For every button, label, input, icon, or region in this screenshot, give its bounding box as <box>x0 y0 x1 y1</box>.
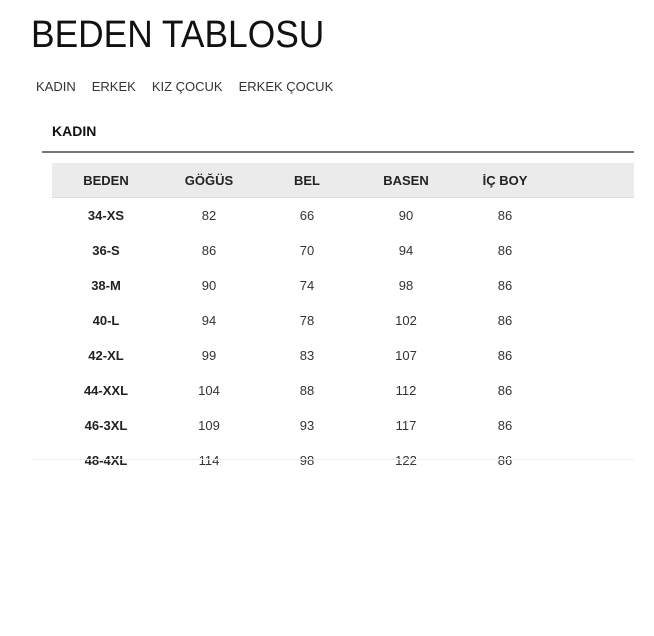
value-cell: 86 <box>497 278 513 293</box>
value-cell: 86 <box>497 453 513 468</box>
header-basen: BASEN <box>356 163 456 198</box>
table-row: 48-4XL 114 98 122 86 <box>52 443 634 478</box>
size-cell: 40-L <box>92 313 120 328</box>
table-row: 36-S 86 70 94 86 <box>52 233 634 268</box>
size-cell: 48-4XL <box>84 453 128 468</box>
tab-kadin[interactable]: KADIN <box>36 79 76 94</box>
value-cell: 90 <box>398 208 414 223</box>
size-table: BEDEN GÖĞÜS BEL BASEN İÇ BOY 34-XS 82 66 90… <box>52 163 634 478</box>
value-cell: 86 <box>497 313 513 328</box>
table-row: 34-XS 82 66 90 86 <box>52 198 634 234</box>
spacer-cell <box>554 303 634 338</box>
spacer-cell <box>554 233 634 268</box>
value-cell: 82 <box>201 208 217 223</box>
category-tabs: KADIN ERKEK KIZ ÇOCUK ERKEK ÇOCUK <box>36 79 333 94</box>
size-cell: 38-M <box>91 278 121 293</box>
value-cell: 102 <box>395 313 417 328</box>
value-cell: 104 <box>198 383 220 398</box>
table-header-row: BEDEN GÖĞÜS BEL BASEN İÇ BOY <box>52 163 634 198</box>
value-cell: 66 <box>299 208 315 223</box>
header-spacer <box>554 163 634 198</box>
spacer-cell <box>554 198 634 234</box>
size-cell: 42-XL <box>88 348 124 363</box>
table-row: 42-XL 99 83 107 86 <box>52 338 634 373</box>
page-title: BEDEN TABLOSU <box>31 14 325 56</box>
value-cell: 98 <box>299 453 315 468</box>
value-cell: 112 <box>395 383 417 398</box>
tab-erkek[interactable]: ERKEK <box>91 79 136 94</box>
spacer-cell <box>554 443 634 478</box>
value-cell: 70 <box>299 243 315 258</box>
value-cell: 83 <box>299 348 315 363</box>
value-cell: 86 <box>497 348 513 363</box>
value-cell: 86 <box>497 418 513 433</box>
value-cell: 122 <box>395 453 417 468</box>
tab-erkek-cocuk[interactable]: ERKEK ÇOCUK <box>238 79 334 94</box>
size-cell: 44-XXL <box>83 383 129 398</box>
value-cell: 93 <box>299 418 315 433</box>
spacer-cell <box>554 408 634 443</box>
value-cell: 86 <box>497 243 513 258</box>
table-row: 44-XXL 104 88 112 86 <box>52 373 634 408</box>
value-cell: 107 <box>395 348 417 363</box>
value-cell: 88 <box>299 383 315 398</box>
table-row: 38-M 90 74 98 86 <box>52 268 634 303</box>
size-cell: 34-XS <box>87 208 125 223</box>
header-bel: BEL <box>258 163 356 198</box>
value-cell: 114 <box>198 453 220 468</box>
tab-kiz-cocuk[interactable]: KIZ ÇOCUK <box>151 79 223 94</box>
spacer-cell <box>554 338 634 373</box>
divider <box>42 151 634 153</box>
spacer-cell <box>554 373 634 408</box>
value-cell: 78 <box>299 313 315 328</box>
table-row: 40-L 94 78 102 86 <box>52 303 634 338</box>
header-gogus: GÖĞÜS <box>160 163 258 198</box>
value-cell: 99 <box>201 348 217 363</box>
value-cell: 90 <box>201 278 217 293</box>
value-cell: 74 <box>299 278 315 293</box>
size-cell: 46-3XL <box>84 418 128 433</box>
size-cell: 36-S <box>92 243 120 258</box>
value-cell: 86 <box>497 208 513 223</box>
header-beden: BEDEN <box>52 163 160 198</box>
spacer-cell <box>554 268 634 303</box>
value-cell: 109 <box>198 418 220 433</box>
value-cell: 94 <box>201 313 217 328</box>
value-cell: 98 <box>398 278 414 293</box>
value-cell: 117 <box>395 418 417 433</box>
table-row: 46-3XL 109 93 117 86 <box>52 408 634 443</box>
section-title: KADIN <box>52 123 97 139</box>
value-cell: 94 <box>398 243 414 258</box>
value-cell: 86 <box>201 243 217 258</box>
table-bottom-divider <box>32 459 634 460</box>
value-cell: 86 <box>497 383 513 398</box>
header-ic-boy: İÇ BOY <box>456 163 554 198</box>
